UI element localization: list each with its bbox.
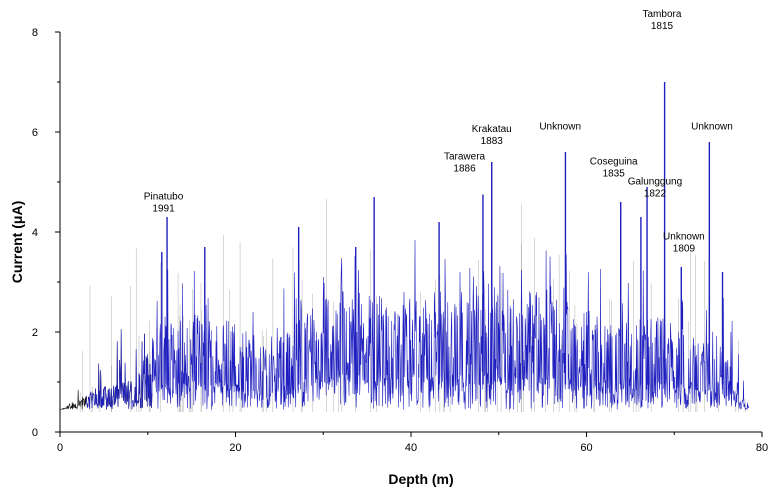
annotation-year: 1809 xyxy=(673,244,696,255)
annotation-name: Coseguina xyxy=(590,157,638,168)
y-tick-label: 0 xyxy=(32,427,38,439)
y-ticks: 0 2 4 6 8 xyxy=(32,27,60,439)
annotation-name: Unknown xyxy=(539,122,581,133)
plot-area xyxy=(59,81,749,412)
series-line xyxy=(86,81,749,411)
annotation: Unknown xyxy=(539,122,581,133)
annotation: Unknown xyxy=(691,122,733,133)
axes: 0 20 40 60 80 0 2 4 6 8 xyxy=(32,27,768,454)
y-axis-label: Current (μA) xyxy=(9,201,25,283)
annotation-name: Galunggung xyxy=(628,177,683,188)
x-tick-label: 0 xyxy=(57,442,63,454)
annotation-year: 1815 xyxy=(651,21,674,32)
x-tick-label: 20 xyxy=(229,442,241,454)
y-tick-label: 8 xyxy=(32,27,38,39)
x-tick-label: 40 xyxy=(405,442,417,454)
annotation-name: Unknown xyxy=(691,122,733,133)
y-tick-label: 6 xyxy=(32,127,38,139)
annotation-year: 1835 xyxy=(603,169,626,180)
x-axis-label: Depth (m) xyxy=(388,471,453,487)
x-tick-label: 60 xyxy=(580,442,592,454)
annotation-name: Tambora xyxy=(643,9,682,20)
y-tick-label: 2 xyxy=(32,327,38,339)
x-ticks: 0 20 40 60 80 xyxy=(57,432,768,454)
annotation-year: 1883 xyxy=(481,136,504,147)
annotation-name: Tarawera xyxy=(444,152,486,163)
x-tick-label: 80 xyxy=(756,442,768,454)
annotation-year: 1822 xyxy=(644,189,667,200)
annotation-year: 1991 xyxy=(152,204,175,215)
y-tick-label: 4 xyxy=(32,227,38,239)
annotation-name: Pinatubo xyxy=(144,192,184,203)
annotation-year: 1886 xyxy=(453,164,476,175)
annotation-name: Unknown xyxy=(663,232,705,243)
annotation-name: Krakatau xyxy=(472,124,512,135)
